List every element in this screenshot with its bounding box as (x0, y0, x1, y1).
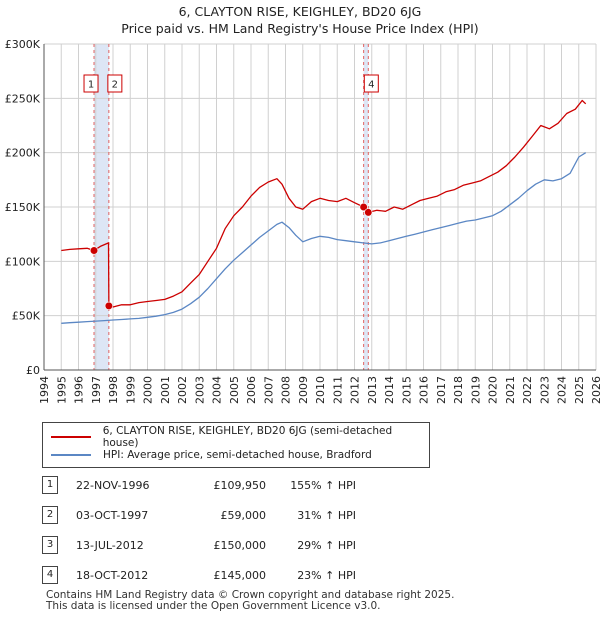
chart-title: 6, CLAYTON RISE, KEIGHLEY, BD20 6JG (178, 4, 422, 19)
x-tick-label: 2012 (349, 376, 362, 404)
x-tick-label: 2013 (366, 376, 379, 404)
x-tick-label: 2003 (193, 376, 206, 404)
x-tick-label: 2005 (228, 376, 241, 404)
sale-hpi-change: 29% ↑ HPI (297, 538, 356, 552)
x-tick-label: 2023 (538, 376, 551, 404)
sale-number-badge: 3 (42, 536, 58, 554)
table-row: 3 13-JUL-2012 £150,000 29% ↑ HPI (42, 530, 356, 560)
sale-number-marker (363, 74, 379, 93)
legend-item-property: 6, CLAYTON RISE, KEIGHLEY, BD20 6JG (sem… (51, 425, 429, 449)
y-tick-label: £200K (5, 147, 41, 160)
sale-number-marker (83, 74, 99, 93)
y-tick-label: £250K (5, 92, 41, 105)
y-tick-label: £0 (26, 364, 40, 377)
footer: Contains HM Land Registry data © Crown c… (46, 590, 454, 612)
sale-date: 03-OCT-1997 (76, 508, 149, 522)
x-tick-label: 2016 (418, 376, 431, 404)
x-tick-label: 1998 (107, 376, 120, 404)
x-tick-label: 2002 (176, 376, 189, 404)
sale-number-marker-label: 1 (88, 80, 94, 91)
sale-price: £150,000 (213, 538, 267, 552)
sale-number-marker (107, 74, 123, 93)
sale-hpi-change: 23% ↑ HPI (297, 568, 356, 582)
sale-point (104, 301, 113, 310)
footer-copyright: Contains HM Land Registry data © Crown c… (46, 589, 455, 601)
sale-number-badge: 1 (42, 476, 58, 494)
x-tick-label: 2010 (314, 376, 327, 404)
sale-number-badge: 2 (42, 506, 58, 524)
x-tick-label: 2025 (573, 376, 586, 404)
x-tick-label: 1997 (90, 376, 103, 404)
x-tick-label: 2024 (556, 376, 569, 404)
x-tick-label: 2021 (504, 376, 517, 404)
sale-point (89, 246, 99, 255)
legend-item-hpi: HPI: Average price, semi-detached house,… (51, 447, 372, 463)
x-tick-label: 2026 (590, 376, 600, 404)
table-row: 4 18-OCT-2012 £145,000 23% ↑ HPI (42, 560, 356, 590)
chart-legend: 6, CLAYTON RISE, KEIGHLEY, BD20 6JG (sem… (42, 422, 430, 468)
sale-price: £109,950 (213, 478, 267, 492)
chart-subtitle: Price paid vs. HM Land Registry's House … (121, 21, 479, 36)
x-tick-label: 2014 (383, 376, 396, 404)
footer-licence: This data is licensed under the Open Gov… (46, 600, 381, 612)
legend-swatch-hpi (51, 454, 91, 456)
x-tick-label: 2017 (435, 376, 448, 404)
y-tick-label: £300K (5, 38, 41, 51)
y-tick-label: £150K (5, 201, 41, 214)
y-tick-label: £50K (12, 310, 41, 323)
sale-number-marker-label: 4 (368, 80, 374, 91)
y-tick-label: £100K (5, 255, 41, 268)
x-tick-label: 2008 (280, 376, 293, 404)
legend-swatch-property (51, 436, 91, 438)
x-tick-label: 1996 (73, 376, 86, 404)
sale-hpi-change: 31% ↑ HPI (297, 508, 356, 522)
x-tick-label: 2018 (452, 376, 465, 404)
x-tick-label: 1995 (55, 376, 68, 404)
x-tick-label: 2009 (297, 376, 310, 404)
x-tick-label: 2000 (142, 376, 155, 404)
x-tick-label: 2011 (331, 376, 344, 404)
x-tick-label: 1994 (38, 376, 51, 404)
table-row: 1 22-NOV-1996 £109,950 155% ↑ HPI (42, 470, 356, 500)
x-tick-label: 2001 (159, 376, 172, 404)
x-tick-label: 2015 (400, 376, 413, 404)
price-chart: 1 2 4 £0 £50K £100K £150K £200K £250K £300K 1994 19… (5, 38, 600, 404)
x-tick-label: 2020 (487, 376, 500, 404)
hpi-line (61, 152, 587, 324)
x-tick-label: 2007 (262, 376, 275, 404)
sale-number-marker-label: 2 (112, 80, 118, 91)
sale-date: 22-NOV-1996 (76, 478, 150, 492)
x-tick-label: 1999 (124, 376, 137, 404)
sale-hpi-change: 155% ↑ HPI (290, 478, 356, 492)
x-tick-label: 2006 (245, 376, 258, 404)
x-tick-label: 2004 (211, 376, 224, 404)
property-price-line (61, 99, 587, 308)
sale-date: 18-OCT-2012 (76, 568, 149, 582)
x-tick-label: 2022 (521, 376, 534, 404)
sale-date: 13-JUL-2012 (76, 538, 144, 552)
sale-number-badge: 4 (42, 566, 58, 584)
transactions-table: 1 22-NOV-1996 £109,950 155% ↑ HPI 2 03-O… (42, 470, 356, 590)
sale-point (359, 202, 368, 212)
x-tick-label: 2019 (469, 376, 482, 404)
legend-label-property: 6, CLAYTON RISE, KEIGHLEY, BD20 6JG (sem… (102, 425, 393, 449)
legend-label-hpi: HPI: Average price, semi-detached house,… (103, 449, 372, 461)
sale-price: £145,000 (213, 568, 267, 582)
table-row: 2 03-OCT-1997 £59,000 31% ↑ HPI (42, 500, 356, 530)
sale-price: £59,000 (220, 508, 267, 522)
sale-point (364, 208, 373, 217)
